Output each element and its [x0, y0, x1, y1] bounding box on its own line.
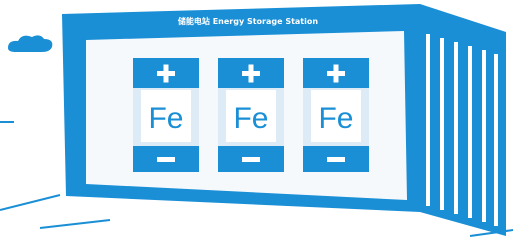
- plus-v: [164, 65, 169, 83]
- plus-v: [249, 65, 254, 83]
- plus-v: [334, 65, 339, 83]
- page: 储能电站 Energy Storage Station FeFeFe (() =…: [0, 0, 513, 246]
- minus: [157, 157, 175, 162]
- battery-label: Fe: [233, 102, 268, 135]
- battery-label: Fe: [148, 102, 183, 135]
- batteries: Fe Fe Fe: [133, 58, 369, 172]
- minus: [242, 157, 260, 162]
- minus: [327, 157, 345, 162]
- cloud: [8, 35, 52, 52]
- station-title: 储能电站 Energy Storage Station: [177, 16, 318, 26]
- battery-label: Fe: [318, 102, 353, 135]
- illustration: 储能电站 Energy Storage Station Fe Fe Fe: [0, 0, 513, 246]
